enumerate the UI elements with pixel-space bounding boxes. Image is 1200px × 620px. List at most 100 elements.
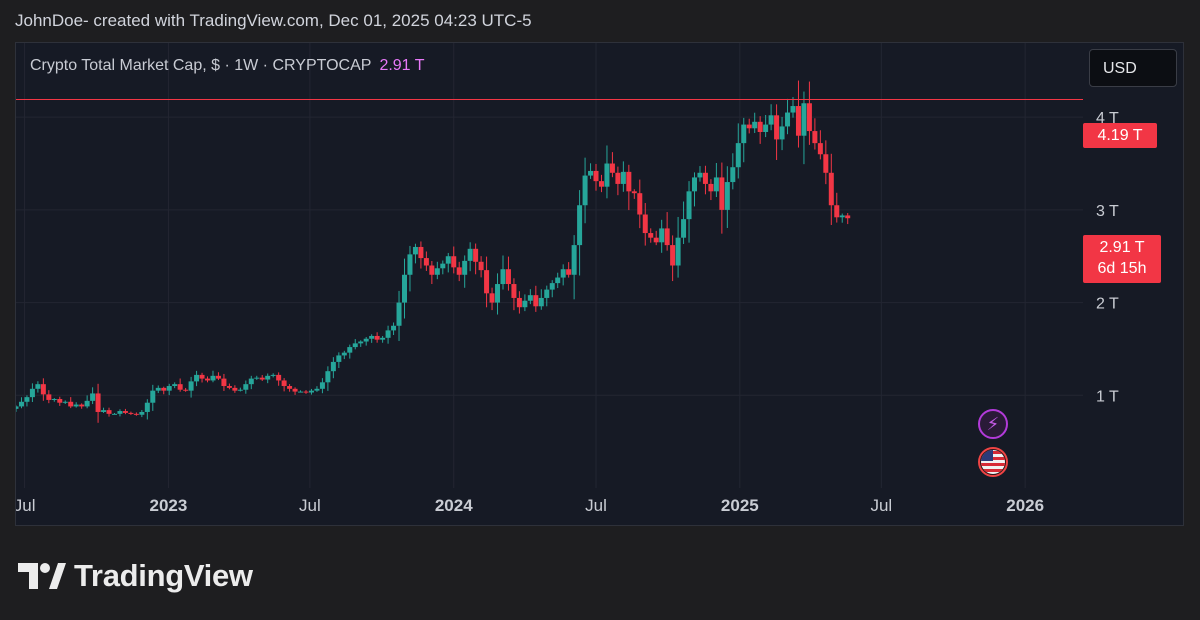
y-tick-label: 2 T <box>1096 296 1119 313</box>
candle-body <box>139 411 145 415</box>
x-tick-label: 2025 <box>721 496 759 515</box>
candle-body <box>631 191 637 194</box>
candle-body <box>484 270 490 294</box>
candle-body <box>462 260 468 275</box>
candle-body <box>577 205 583 246</box>
candle-body <box>812 131 818 144</box>
candle-body <box>298 391 304 393</box>
candle-body <box>210 375 216 381</box>
candle-body <box>549 283 555 290</box>
candle-body <box>412 246 418 255</box>
candle-body <box>46 394 52 400</box>
candle-body <box>522 300 528 308</box>
candle-body <box>150 390 156 403</box>
candle-body <box>237 389 243 391</box>
candle-body <box>314 388 320 391</box>
candle-body <box>692 177 698 192</box>
candle-body <box>128 412 134 414</box>
candle-body <box>265 375 271 380</box>
candle-body <box>757 121 763 132</box>
candle-body <box>746 124 752 129</box>
candle-body <box>637 193 643 215</box>
candle-body <box>670 245 676 266</box>
candle-body <box>358 341 364 344</box>
candle-body <box>161 387 167 391</box>
candle-body <box>664 228 670 246</box>
candle-body <box>369 335 375 339</box>
candle-body <box>817 143 823 155</box>
candle-body <box>839 215 845 218</box>
candle-body <box>101 410 107 412</box>
candle-body <box>697 172 703 178</box>
chart-panel[interactable]: 1 T 2 T 3 T 4 T Jul 2023 Jul 2024 Jul 2025 Jul 2026… <box>15 42 1184 526</box>
candle-body <box>117 411 123 414</box>
candle-body <box>57 399 63 403</box>
candle-body <box>713 177 719 192</box>
candle-body <box>68 401 74 407</box>
candle-body <box>533 295 539 307</box>
candle-body <box>215 375 221 379</box>
candle-body <box>122 411 128 413</box>
high-line-price-tag: 4.19 T <box>1083 123 1157 148</box>
candle-body <box>434 268 440 275</box>
candle-body <box>35 384 41 389</box>
x-tick-label: Jul <box>870 496 892 515</box>
candle-body <box>396 302 402 326</box>
candle-body <box>489 293 495 303</box>
lightning-icon[interactable]: ⚡︎ <box>978 409 1008 439</box>
currency-button[interactable]: USD <box>1089 49 1177 87</box>
candle-body <box>505 269 511 285</box>
candle-body <box>155 387 161 391</box>
candle-body <box>95 393 101 412</box>
candle-body <box>385 330 391 338</box>
candle-body <box>702 172 708 184</box>
candle-body <box>467 248 473 261</box>
candle-body <box>232 387 238 391</box>
candle-body <box>445 256 451 264</box>
candle-body <box>199 374 205 379</box>
candle-body <box>221 378 227 387</box>
candle-body <box>834 205 840 218</box>
candle-body <box>407 254 413 275</box>
candle-body <box>495 284 501 303</box>
candle-body <box>478 261 484 271</box>
candle-body <box>555 277 561 284</box>
candle-body <box>111 413 117 415</box>
candlestick-chart[interactable]: 1 T 2 T 3 T 4 T Jul 2023 Jul 2024 Jul 2025 Jul 2026 <box>16 43 1184 526</box>
candle-body <box>609 163 615 173</box>
candle-body <box>40 384 46 395</box>
x-tick-label: 2023 <box>150 496 188 515</box>
candle-body <box>259 377 265 380</box>
candle-body <box>582 175 588 206</box>
candle-body <box>708 183 714 192</box>
candle-body <box>511 284 517 298</box>
candle-body <box>828 172 834 206</box>
candle-body <box>281 380 287 387</box>
candle-body <box>440 263 446 269</box>
candle-body <box>226 386 232 388</box>
candle-body <box>336 355 342 362</box>
candle-body <box>73 404 79 407</box>
candle-body <box>741 124 747 144</box>
candle-body <box>653 237 659 243</box>
x-tick-label: Jul <box>585 496 607 515</box>
candle-body <box>347 347 353 353</box>
candle-body <box>681 219 687 238</box>
candle-body <box>418 246 424 259</box>
candle-body <box>177 384 183 390</box>
candle-body <box>79 404 85 407</box>
top-caption: JohnDoe- created with TradingView.com, D… <box>15 11 532 30</box>
candle-body <box>735 143 741 168</box>
candle-body <box>423 258 429 266</box>
y-tick-label: 3 T <box>1096 203 1119 220</box>
candle-body <box>341 352 347 356</box>
us-flag-icon[interactable] <box>978 447 1008 477</box>
candle-body <box>287 386 293 389</box>
candle-body <box>374 335 380 340</box>
candle-body <box>292 388 298 392</box>
candle-body <box>194 374 200 382</box>
brand-name: TradingView <box>74 557 253 593</box>
flag-graphic <box>981 450 1005 474</box>
candle-body <box>106 410 112 414</box>
candle-body <box>795 106 801 136</box>
